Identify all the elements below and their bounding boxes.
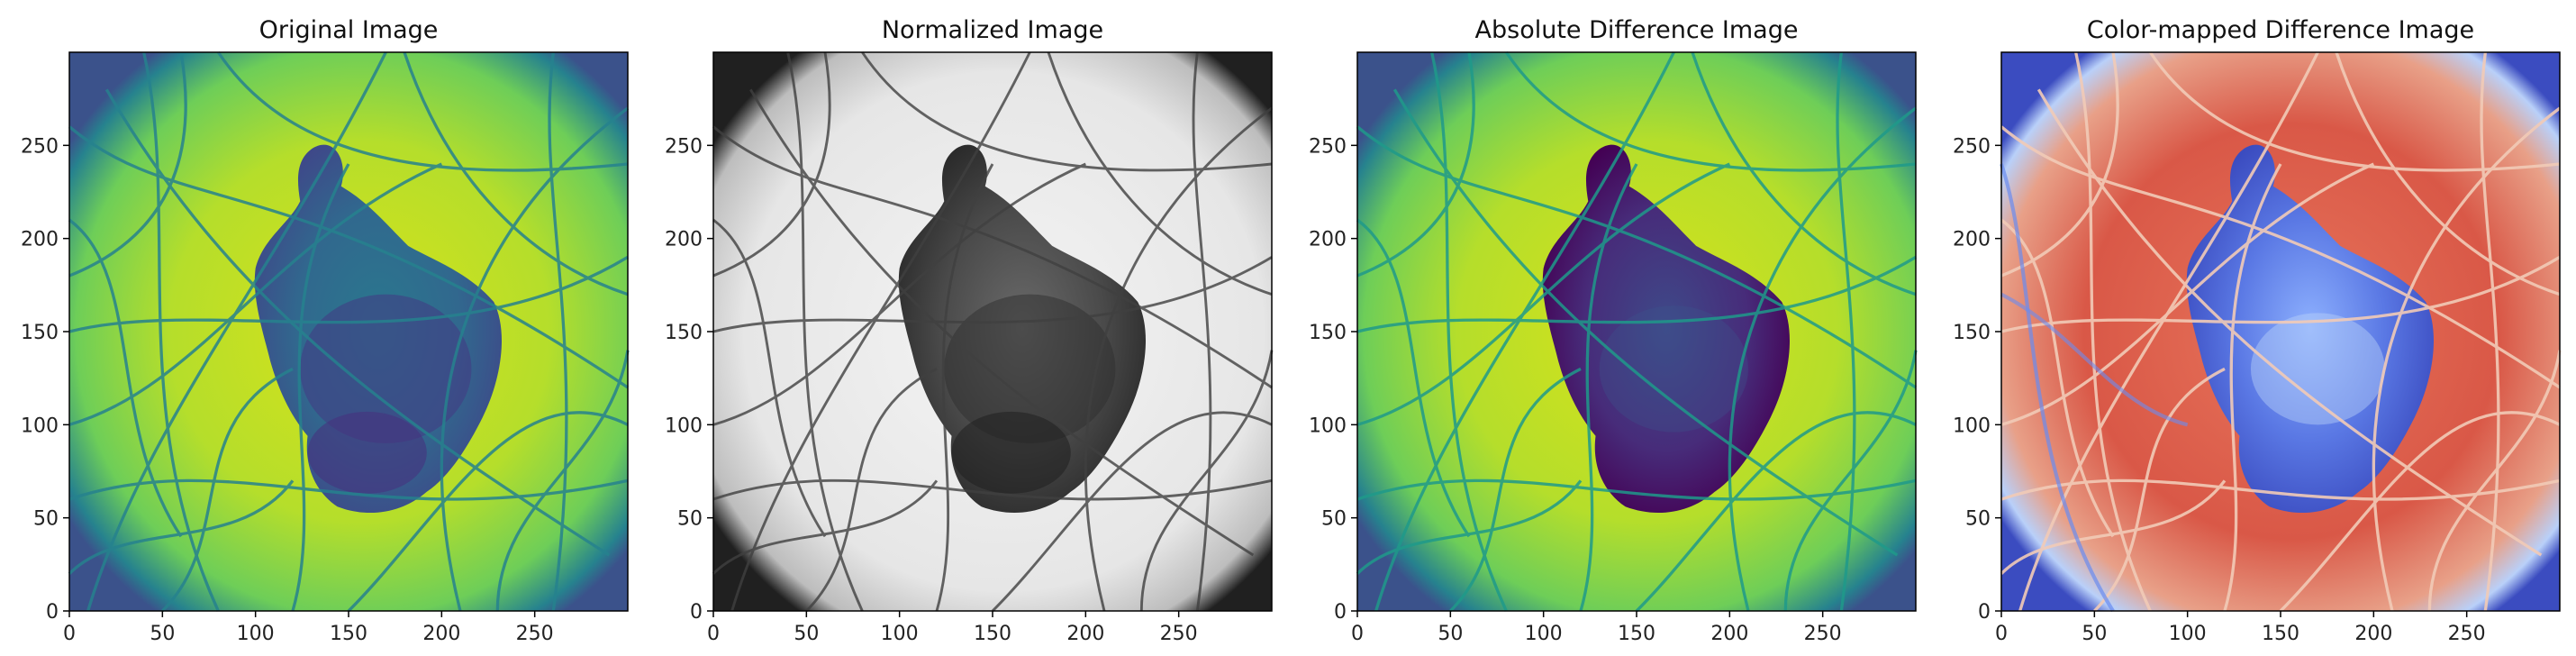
image-original [68, 50, 630, 613]
x-tick-label: 100 [1525, 623, 1563, 645]
x-tick-label: 50 [150, 623, 175, 645]
y-tick-label: 150 [1953, 322, 1991, 344]
image-absolute-difference [1356, 50, 1918, 613]
x-tick-label: 250 [516, 623, 554, 645]
y-tick-label: 200 [1309, 229, 1347, 251]
x-tick-label: 0 [1351, 623, 1364, 645]
axes-ticks: 0 50 100 150 200 250 0 50 100 150 200 250 0 50 100 150 2… [21, 135, 2486, 645]
y-tick-label: 150 [665, 322, 703, 344]
y-tick-label: 100 [665, 415, 703, 437]
x-tick-label: 100 [2169, 623, 2207, 645]
x-tick-label: 0 [1995, 623, 2008, 645]
x-tick-label: 200 [1710, 623, 1748, 645]
panel-title: Original Image [259, 16, 439, 44]
x-tick-label: 50 [2082, 623, 2107, 645]
y-tick-label: 50 [677, 508, 703, 531]
x-tick-label: 250 [2448, 623, 2486, 645]
x-tick-label: 100 [237, 623, 275, 645]
y-tick-label: 250 [1309, 135, 1347, 158]
x-tick-label: 200 [1066, 623, 1104, 645]
panel-normalized-image: Normalized Image [712, 16, 1274, 613]
y-tick-label: 150 [1309, 322, 1347, 344]
y-tick-label: 200 [1953, 229, 1991, 251]
y-tick-label: 0 [1334, 601, 1347, 624]
panel-title: Color-mapped Difference Image [2087, 16, 2474, 44]
y-tick-label: 50 [33, 508, 59, 531]
x-tick-label: 150 [974, 623, 1011, 645]
y-tick-label: 250 [21, 135, 59, 158]
panel-absolute-difference-image: Absolute Difference Image [1356, 16, 1918, 613]
y-tick-label: 100 [1309, 415, 1347, 437]
x-tick-label: 100 [881, 623, 919, 645]
x-tick-label: 50 [1438, 623, 1463, 645]
panel-title: Absolute Difference Image [1475, 16, 1799, 44]
y-tick-label: 200 [665, 229, 703, 251]
x-tick-label: 200 [2354, 623, 2392, 645]
panel-color-mapped-difference-image: Color-mapped Difference Image [2000, 16, 2562, 613]
x-tick-label: 250 [1160, 623, 1198, 645]
y-tick-label: 0 [690, 601, 703, 624]
panel-original-image: Original Image [68, 16, 630, 613]
y-tick-label: 0 [1978, 601, 1991, 624]
x-tick-label: 0 [707, 623, 720, 645]
x-tick-label: 150 [1618, 623, 1655, 645]
y-tick-label: 250 [665, 135, 703, 158]
y-tick-label: 200 [21, 229, 59, 251]
panel-title: Normalized Image [882, 16, 1103, 44]
y-tick-label: 150 [21, 322, 59, 344]
x-tick-label: 150 [330, 623, 367, 645]
x-tick-label: 250 [1804, 623, 1842, 645]
x-tick-label: 0 [63, 623, 76, 645]
x-tick-label: 150 [2262, 623, 2299, 645]
y-tick-label: 0 [46, 601, 59, 624]
y-tick-label: 250 [1953, 135, 1991, 158]
y-tick-label: 100 [21, 415, 59, 437]
y-tick-label: 50 [1965, 508, 1991, 531]
x-tick-label: 50 [794, 623, 819, 645]
image-color-mapped-difference [2000, 50, 2562, 613]
y-tick-label: 50 [1321, 508, 1347, 531]
y-tick-label: 100 [1953, 415, 1991, 437]
x-tick-label: 200 [422, 623, 460, 645]
image-normalized [712, 50, 1274, 613]
